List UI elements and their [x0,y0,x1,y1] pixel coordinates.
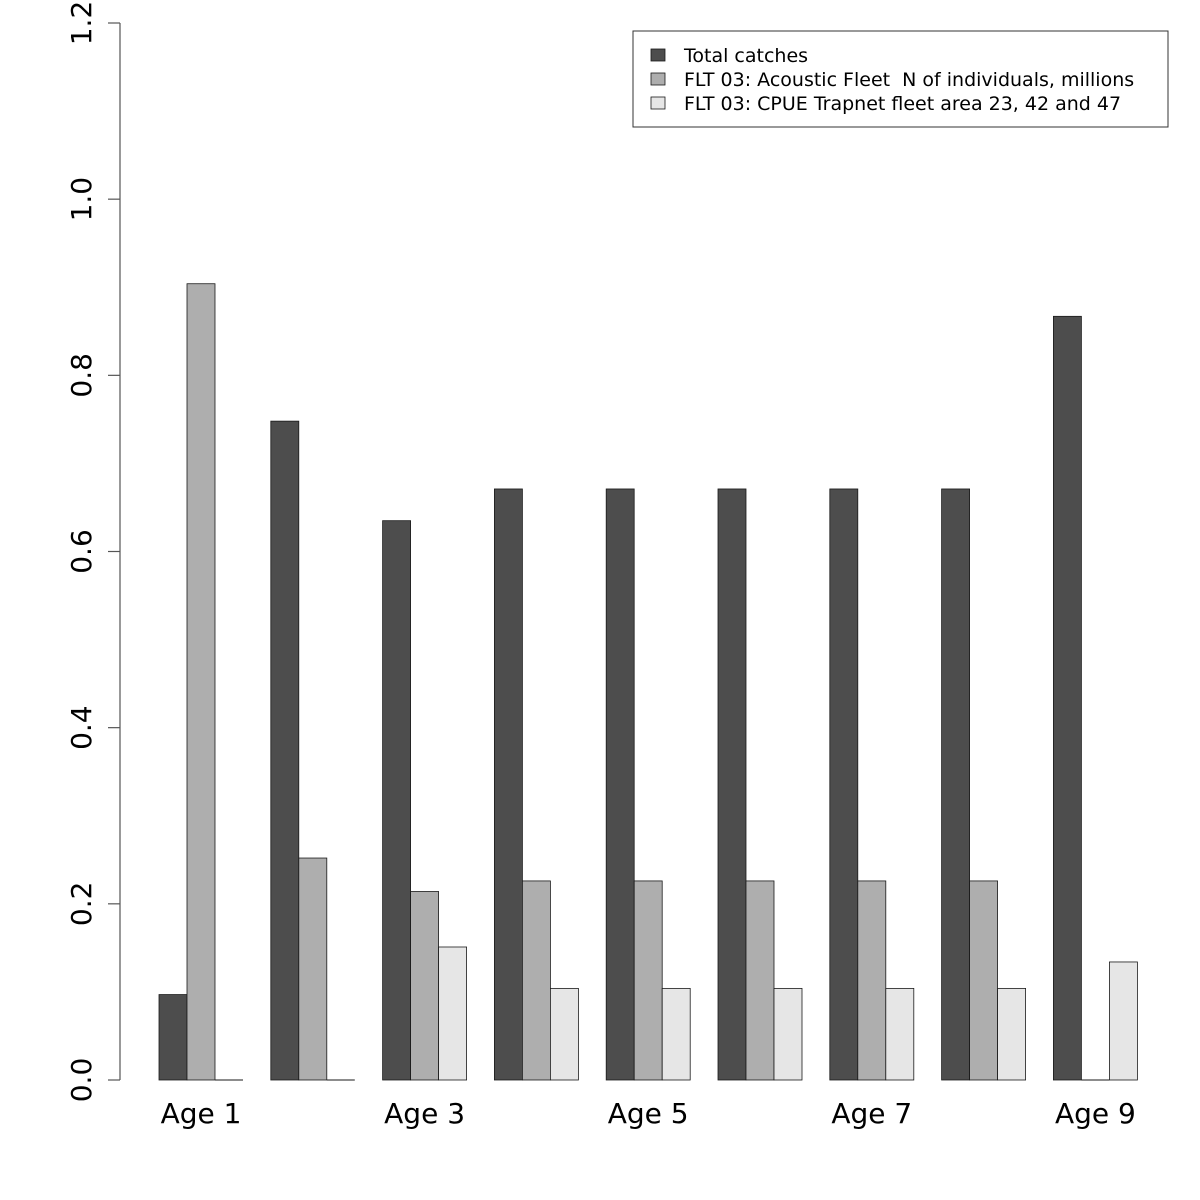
bar [522,880,551,1081]
bar [382,520,412,1081]
x-tick-label: Age 1 [161,1097,242,1130]
x-tick-label: Age 9 [1055,1097,1136,1130]
y-tick-label: 1.2 [65,1,98,46]
bar [773,987,803,1081]
y-tick-label: 0.8 [65,353,98,398]
bar [829,488,859,1081]
bar [717,488,747,1081]
y-tick-label: 0.6 [65,529,98,574]
y-tick-label: 0.4 [65,705,98,750]
bar [605,488,635,1081]
bar [493,488,523,1081]
bar [661,987,691,1081]
bar [1053,315,1082,1081]
bar [997,987,1026,1081]
bar [745,880,775,1081]
bar [885,987,915,1081]
bars [158,283,1138,1081]
bar [941,488,970,1081]
y-tick-label: 0.0 [65,1058,98,1103]
legend-label: FLT 03: Acoustic Fleet N of individuals,… [684,69,1134,91]
x-axis-labels: Age 1 Age 3 Age 5 Age 7 Age 9 [161,1097,1136,1130]
legend-box [632,30,1169,128]
x-tick-label: Age 7 [831,1097,912,1130]
legend-swatch [650,72,666,86]
y-axis: 0.0 0.2 0.4 0.6 0.8 1.0 1.2 [65,1,121,1103]
x-tick-label: Age 5 [608,1097,689,1130]
legend-swatch [650,48,666,62]
y-tick-label: 0.2 [65,882,98,927]
y-tick-label: 1.0 [65,177,98,222]
bar [550,987,579,1081]
legend-swatch [650,96,666,110]
legend-label: Total catches [683,45,808,67]
bar [158,994,188,1081]
bar [633,880,663,1081]
bar [857,880,887,1081]
bar [298,857,328,1081]
x-tick-label: Age 3 [384,1097,465,1130]
bar [969,880,998,1081]
bar [270,420,300,1081]
bar [410,891,440,1081]
bar [1109,961,1138,1081]
bar [186,283,216,1081]
legend-label: FLT 03: CPUE Trapnet fleet area 23, 42 a… [684,93,1121,115]
bar [438,946,468,1081]
